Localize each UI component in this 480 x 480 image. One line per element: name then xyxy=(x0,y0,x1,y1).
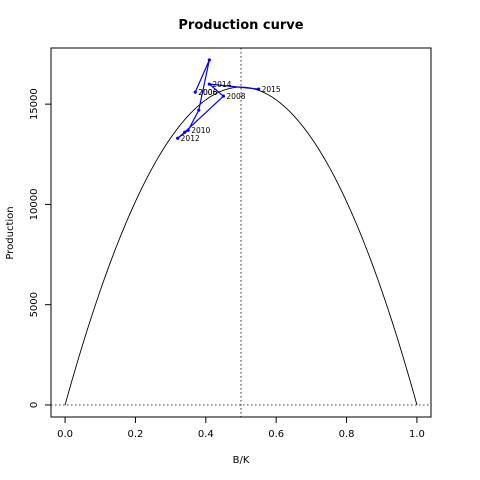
reference-lines xyxy=(51,48,431,417)
year-label: 2010 xyxy=(191,126,210,135)
year-label: 2008 xyxy=(226,92,245,101)
trajectory-point xyxy=(256,87,261,91)
y-axis: 0 5000 10000 15000 xyxy=(29,88,51,408)
year-label: 2014 xyxy=(212,80,231,89)
trajectory-point xyxy=(207,82,211,86)
x-tick-label: 0.2 xyxy=(127,429,143,440)
trajectory-point xyxy=(207,58,211,62)
y-axis-label: Production xyxy=(5,206,16,259)
trajectory-point xyxy=(186,128,190,132)
x-tick-label: 1.0 xyxy=(409,429,425,440)
trajectory-line xyxy=(177,59,259,139)
y-tick-label: 15000 xyxy=(29,88,40,120)
x-tick-label: 0.8 xyxy=(339,429,355,440)
x-tick-label: 0.6 xyxy=(268,429,284,440)
y-tick-label: 0 xyxy=(29,402,40,408)
year-label: 2012 xyxy=(181,134,200,143)
trajectory-point xyxy=(197,108,201,112)
y-tick-label: 10000 xyxy=(29,189,40,221)
x-axis: 0.0 0.2 0.4 0.6 0.8 1.0 xyxy=(57,417,425,440)
trajectory-point xyxy=(183,130,187,134)
x-tick-label: 0.4 xyxy=(198,429,214,440)
x-axis-label: B/K xyxy=(233,455,250,466)
chart-title: Production curve xyxy=(178,18,303,33)
year-label: 2015 xyxy=(262,85,281,94)
trajectory-point xyxy=(193,90,197,94)
trajectory-point xyxy=(221,94,226,98)
x-tick-label: 0.0 xyxy=(57,429,73,440)
year-label: 2006 xyxy=(198,88,217,97)
year-label: 2006 xyxy=(198,88,217,97)
y-tick-label: 5000 xyxy=(29,292,40,317)
trajectory-point xyxy=(176,136,180,140)
